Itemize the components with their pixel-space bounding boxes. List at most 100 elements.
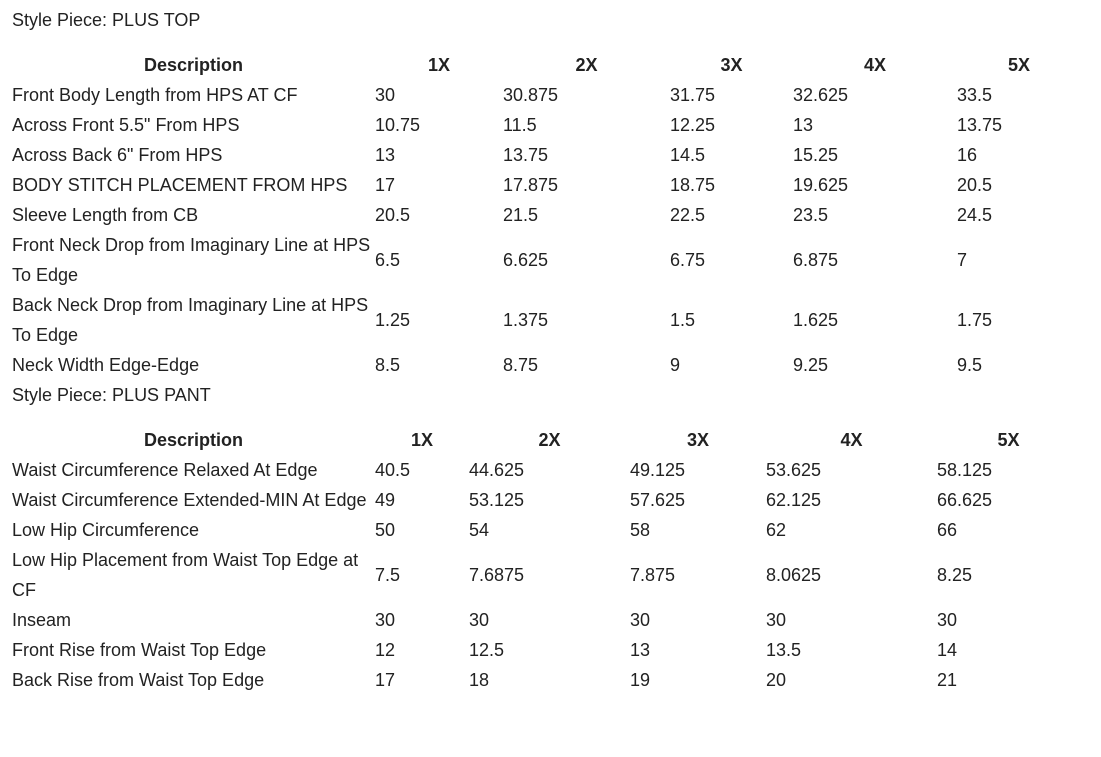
size-cell: 20 [766, 670, 787, 690]
description-cell: Sleeve Length from CB [12, 205, 199, 225]
description-cell: Waist Circumference Extended-MIN At Edge [12, 490, 367, 510]
size-cell: 19 [630, 670, 651, 690]
size-cell: 1.5 [670, 310, 696, 330]
size-cell: 30.875 [503, 85, 559, 105]
description-cell: Neck Width Edge-Edge [12, 355, 200, 375]
size-cell: 18 [469, 670, 490, 690]
table-row: Waist Circumference Relaxed At Edge 40.5 4… [12, 455, 1080, 485]
size-cell: 21.5 [503, 205, 539, 225]
column-header: 3X [686, 430, 710, 450]
size-cell: 32.625 [793, 85, 849, 105]
style-piece: Style Piece: PLUS TOP [12, 10, 201, 30]
size-cell: 33.5 [957, 85, 993, 105]
table-row: Low Hip Placement from Waist Top Edge at… [12, 545, 1080, 605]
table-row: Low Hip Circumference 50 54 58 62 66 [12, 515, 1080, 545]
column-header: 5X [1007, 55, 1031, 75]
size-cell: 18.75 [670, 175, 716, 195]
size-cell: 49.125 [630, 460, 686, 480]
size-cell: 1.25 [375, 310, 411, 330]
size-cell: 19.625 [793, 175, 849, 195]
size-cell: 54 [469, 520, 490, 540]
size-cell: 7.5 [375, 565, 401, 585]
page: Style Piece: PLUS TOP Description 1X 2X 3X 4X… [12, 10, 1081, 695]
column-header: 1X [427, 55, 451, 75]
table-row: Front Neck Drop from Imaginary Line at H… [12, 230, 1081, 290]
size-cell: 7 [957, 250, 968, 270]
column-header: 4X [863, 55, 887, 75]
size-cell: 1.375 [503, 310, 549, 330]
size-cell: 14 [937, 640, 958, 660]
size-cell: 62 [766, 520, 787, 540]
size-cell: 23.5 [793, 205, 829, 225]
description-cell: Back Neck Drop from Imaginary Line at HP… [12, 295, 369, 345]
size-cell: 15.25 [793, 145, 839, 165]
table-row: BODY STITCH PLACEMENT FROM HPS 17 17.875 18… [12, 170, 1081, 200]
description-cell: Inseam [12, 610, 72, 630]
table-row: Neck Width Edge-Edge 8.5 8.75 9 9.25 9.5 [12, 350, 1081, 380]
size-cell: 30 [469, 610, 490, 630]
size-cell: 9.25 [793, 355, 829, 375]
description-cell: Front Rise from Waist Top Edge [12, 640, 267, 660]
size-cell: 9 [670, 355, 681, 375]
spec-table: Description 1X 2X 3X 4X 5X Waist Circumference… [12, 425, 1080, 695]
table-row: Front Body Length from HPS AT CF 30 30.875… [12, 80, 1081, 110]
description-cell: Waist Circumference Relaxed At Edge [12, 460, 318, 480]
column-header: 4X [840, 430, 863, 450]
size-cell: 21 [937, 670, 958, 690]
size-cell: 50 [375, 520, 396, 540]
size-cell: 17 [375, 175, 396, 195]
size-cell: 30 [375, 85, 396, 105]
size-cell: 7.6875 [469, 565, 525, 585]
size-cell: 9.5 [957, 355, 983, 375]
size-cell: 6.5 [375, 250, 401, 270]
size-cell: 30 [375, 610, 396, 630]
description-cell: BODY STITCH PLACEMENT FROM HPS [12, 175, 348, 195]
table-row: Across Front 5.5" From HPS 10.75 11.5 12.25… [12, 110, 1081, 140]
header-row: Description 1X 2X 3X 4X 5X [12, 425, 1080, 455]
size-cell: 8.0625 [766, 565, 822, 585]
description-cell: Across Back 6" From HPS [12, 145, 223, 165]
size-cell: 30 [937, 610, 958, 630]
size-cell: 30 [766, 610, 787, 630]
size-cell: 13.5 [766, 640, 802, 660]
column-header: 2X [538, 430, 561, 450]
size-cell: 8.25 [937, 565, 973, 585]
size-cell: 17 [375, 670, 396, 690]
size-cell: 13 [375, 145, 396, 165]
size-cell: 31.75 [670, 85, 716, 105]
table-row: Back Neck Drop from Imaginary Line at HP… [12, 290, 1081, 350]
header-row: Description 1X 2X 3X 4X 5X [12, 50, 1081, 80]
size-cell: 14.5 [670, 145, 706, 165]
spec-table: Description 1X 2X 3X 4X 5X Front Body Length f… [12, 50, 1081, 380]
size-cell: 7.875 [630, 565, 676, 585]
column-header: 1X [410, 430, 434, 450]
size-cell: 66.625 [937, 490, 993, 510]
table-row: Waist Circumference Extended-MIN At Edge… [12, 485, 1080, 515]
size-cell: 20.5 [375, 205, 411, 225]
description-cell: Back Rise from Waist Top Edge [12, 670, 265, 690]
size-cell: 13 [630, 640, 651, 660]
table-row: Sleeve Length from CB 20.5 21.5 22.5 23.5 24.… [12, 200, 1081, 230]
column-header: Description [143, 430, 244, 450]
table-row: Front Rise from Waist Top Edge 12 12.5 13 13… [12, 635, 1080, 665]
size-cell: 49 [375, 490, 396, 510]
size-cell: 12.25 [670, 115, 716, 135]
size-cell: 16 [957, 145, 978, 165]
table-row: Across Back 6" From HPS 13 13.75 14.5 15.25 1… [12, 140, 1081, 170]
size-cell: 1.75 [957, 310, 993, 330]
description-cell: Front Neck Drop from Imaginary Line at H… [12, 235, 371, 285]
column-header: 5X [997, 430, 1020, 450]
description-cell: Low Hip Circumference [12, 520, 200, 540]
description-cell: Front Body Length from HPS AT CF [12, 85, 298, 105]
size-cell: 53.625 [766, 460, 822, 480]
size-cell: 13.75 [957, 115, 1003, 135]
description-cell: Low Hip Placement from Waist Top Edge at… [12, 550, 359, 600]
size-cell: 58.125 [937, 460, 993, 480]
table-row: Back Rise from Waist Top Edge 17 18 19 20 21 [12, 665, 1080, 695]
size-cell: 12.5 [469, 640, 505, 660]
column-header: 2X [575, 55, 598, 75]
size-cell: 6.625 [503, 250, 549, 270]
size-cell: 58 [630, 520, 651, 540]
style-piece: Style Piece: PLUS PANT [12, 385, 211, 405]
size-cell: 11.5 [503, 115, 537, 135]
